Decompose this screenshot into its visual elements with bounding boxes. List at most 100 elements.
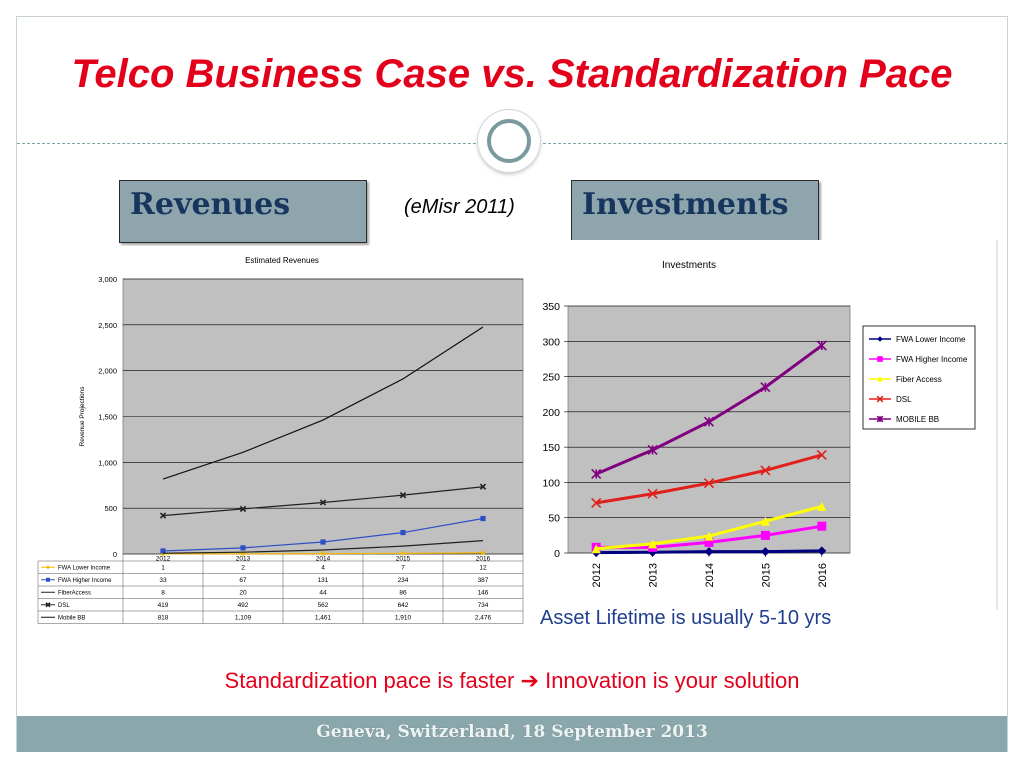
revenues-table-cell: 818 (158, 615, 169, 622)
revenues-x-tick-label: 2012 (156, 556, 171, 563)
investments-point-0-4 (817, 546, 827, 556)
investments-point-3-0 (591, 497, 602, 508)
investments-point-3-3 (760, 465, 771, 476)
investments-y-tick-label: 150 (542, 442, 560, 454)
revenues-x-tick-label: 2016 (476, 556, 491, 563)
investments-legend-marker-4 (876, 415, 884, 423)
investments-legend-label: MOBILE BB (896, 415, 939, 424)
revenues-table-series-name: DSL (58, 603, 70, 609)
revenues-point-3-3 (399, 491, 407, 499)
investments-plot-area (567, 305, 851, 554)
revenues-table-cell: 234 (398, 577, 409, 584)
investments-point-2-2 (704, 531, 714, 541)
revenues-point-3-1 (239, 505, 247, 513)
revenues-x-tick-label: 2013 (236, 556, 251, 563)
investments-y-tick-label: 250 (542, 372, 560, 384)
revenues-point-3-0-stroke-b (159, 512, 167, 519)
revenues-table-legend-marker-3 (45, 602, 51, 608)
revenues-table-series-name: FWA Higher Income (58, 578, 112, 584)
revenues-table-cell: 146 (478, 590, 489, 597)
revenues-table-cell: 7 (401, 565, 405, 572)
revenues-point-1-4 (480, 515, 486, 522)
revenues-y-tick-label: 1,000 (98, 458, 117, 467)
revenues-point-3-3-stroke-b (399, 491, 407, 499)
revenues-y-tick-label: 2,000 (98, 367, 117, 376)
investments-legend-marker-2 (877, 376, 883, 382)
arrow-right-icon: ➔ (520, 668, 539, 693)
investments-point-1-4 (817, 521, 827, 531)
investments-x-tick-label: 2012 (591, 563, 603, 587)
investments-point-3-2-stroke-b (703, 478, 715, 489)
revenues-series-line-2 (162, 540, 484, 554)
revenues-table-cell: 1,461 (315, 615, 332, 622)
revenues-point-3-2 (319, 499, 327, 506)
investments-legend-marker-1 (877, 356, 883, 362)
revenues-point-3-0 (159, 512, 167, 519)
investments-legend (862, 325, 976, 430)
revenues-table-cell: 67 (239, 577, 247, 584)
footer-text: Geneva, Switzerland, 18 September 2013 (316, 722, 708, 742)
investments-point-3-1-stroke-b (647, 488, 658, 499)
conclusion-part1: Standardization pace is faster (224, 668, 515, 693)
revenues-point-0-2 (320, 551, 326, 557)
revenues-y-tick-label: 3,000 (98, 275, 117, 284)
investments-legend-marker-3-stroke-b (876, 395, 884, 403)
investments-x-tick-label: 2014 (704, 563, 716, 587)
investments-point-4-2 (703, 416, 715, 427)
source-note: (eMisr 2011) (404, 196, 515, 218)
revenues-table-legend-marker-3-stroke-b (45, 602, 51, 608)
revenues-table-cell: 44 (319, 590, 327, 597)
revenues-table-cell: 20 (239, 590, 247, 597)
revenues-point-0-4 (480, 550, 486, 556)
revenues-table-cell: 1 (161, 565, 165, 572)
revenues-point-1-0 (160, 548, 166, 554)
revenues-y-tick-label: 2,500 (98, 321, 117, 330)
investments-point-0-3 (760, 547, 770, 557)
revenues-table-cell: 1,910 (395, 615, 412, 622)
revenues-table-cell: 8 (161, 590, 165, 597)
investments-point-4-3 (760, 382, 771, 393)
revenues-table-cell: 734 (478, 602, 489, 609)
investments-point-3-2 (703, 478, 715, 489)
revenues-table-legend-marker-0 (46, 565, 50, 570)
investments-point-3-1 (647, 488, 658, 499)
investments-y-tick-label: 300 (542, 336, 560, 348)
revenues-y-tick-label: 500 (104, 504, 117, 513)
investments-legend-label: FWA Lower Income (896, 335, 966, 344)
revenues-point-3-1-stroke-b (239, 505, 247, 513)
revenues-series-line-4 (162, 326, 484, 480)
investments-legend-label: DSL (896, 395, 912, 404)
investments-point-2-4 (817, 501, 827, 511)
investments-point-2-0 (591, 544, 601, 554)
investments-point-3-4 (816, 449, 827, 460)
ring-ornament-icon (478, 110, 540, 172)
revenues-x-tick-label: 2015 (396, 556, 411, 563)
investments-point-0-2 (704, 547, 714, 557)
investments-legend-label: Fiber Access (896, 375, 942, 384)
revenues-point-1-3 (400, 529, 406, 536)
investments-y-tick-label: 200 (542, 407, 560, 419)
investments-y-tick-label: 50 (548, 513, 560, 525)
investments-x-tick-label: 2015 (760, 563, 772, 587)
investments-legend-label: FWA Higher Income (896, 355, 968, 364)
investments-point-4-4 (816, 340, 827, 351)
revenues-table-cell: 492 (238, 602, 249, 609)
revenues-point-0-3 (400, 550, 406, 556)
revenues-point-3-4-stroke-b (479, 483, 487, 490)
revenues-point-0-1 (240, 551, 246, 557)
investments-point-3-3-stroke-b (760, 465, 771, 476)
investments-point-2-1 (648, 539, 658, 549)
revenues-table-cell: 387 (478, 577, 489, 584)
investments-legend-marker-3 (876, 395, 884, 403)
investments-chart-title: Investments (662, 260, 716, 271)
revenues-table-series-name: Mobile BB (58, 616, 85, 622)
investments-chart: Investments 0 50 100 150 200 250 300 350 2012 2013… (538, 240, 998, 610)
revenues-table-cell: 4 (321, 565, 325, 572)
investments-y-tick-label: 350 (542, 301, 560, 313)
investments-x-tick-label: 2013 (648, 563, 660, 587)
investments-point-2-3 (760, 516, 770, 526)
investments-y-tick-label: 100 (542, 477, 560, 489)
investments-point-3-4-stroke-b (816, 449, 827, 460)
revenues-chart: Estimated Revenues 0 500 1,000 1,500 2,000 2,5… (28, 246, 536, 634)
investments-point-3-0-stroke-b (591, 497, 602, 508)
